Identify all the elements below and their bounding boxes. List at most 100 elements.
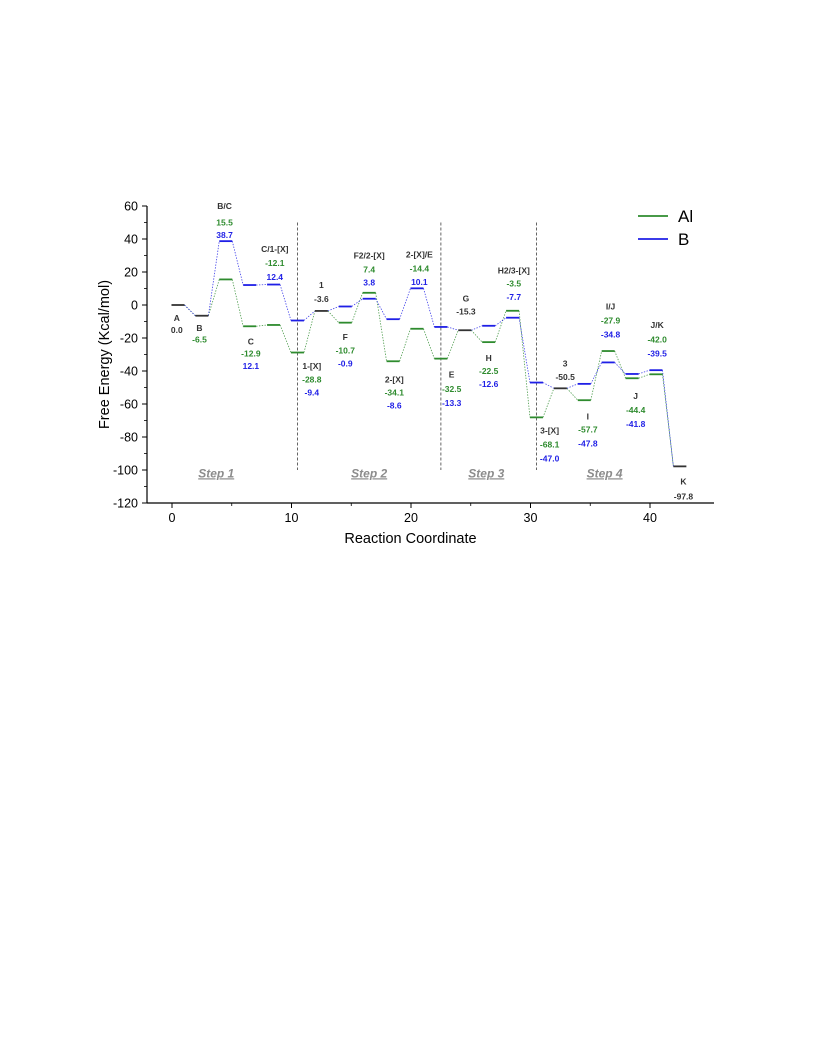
level-label: C/1-[X] — [261, 244, 289, 254]
connector-al — [184, 304, 196, 317]
y-tick-label: 60 — [124, 200, 138, 214]
level-label: F2/2-[X] — [354, 251, 385, 261]
connector-al — [256, 324, 268, 327]
level-label: -12.1 — [265, 258, 285, 268]
level-label: 10.1 — [411, 277, 428, 287]
legend-label-al: Al — [678, 207, 693, 226]
connector-b — [375, 298, 387, 320]
connector-b — [447, 326, 459, 331]
connector-b — [303, 310, 316, 321]
level-annotations: A 0.0 B -6.5 B/C 15.5 38.7 C/1-[X] -12.1 12.4 C -12… — [171, 201, 694, 501]
level-label: -97.8 — [674, 491, 694, 501]
level-label: -32.5 — [442, 384, 462, 394]
level-label: B/C — [217, 201, 232, 211]
level-label: -34.8 — [601, 330, 621, 340]
energy-levels — [171, 240, 687, 468]
level-label: 3 — [563, 359, 568, 369]
y-tick-label: -80 — [120, 431, 138, 445]
x-tick-label: 0 — [169, 511, 176, 525]
level-label: -27.9 — [601, 316, 621, 326]
y-tick-label: -40 — [120, 365, 138, 379]
axes: 60 40 20 0 -20 -40 -60 -80 -100 -120 0 10 20 30 40 — [113, 200, 714, 525]
level-label: 2-[X] — [385, 374, 404, 384]
connector-al — [447, 330, 459, 359]
level-label: 7.4 — [363, 265, 375, 275]
level-label: A — [174, 313, 180, 323]
connector-al — [590, 350, 603, 401]
y-tick-label: 0 — [131, 299, 138, 313]
level-label: F — [343, 332, 348, 342]
level-label: -50.5 — [555, 372, 575, 382]
connector-b — [471, 325, 483, 331]
connector-b — [638, 369, 650, 375]
level-label: J — [633, 391, 638, 401]
connector-al — [638, 373, 650, 379]
level-label: -3.6 — [314, 294, 329, 304]
level-label: 3-[X] — [540, 425, 559, 435]
level-label: -22.5 — [479, 366, 499, 376]
y-tick-label: -100 — [113, 464, 138, 478]
level-label: -0.9 — [338, 359, 353, 369]
level-label: -28.8 — [302, 374, 322, 384]
connector-al — [542, 388, 555, 418]
step-label-3: Step 3 — [468, 466, 504, 480]
level-label: -7.7 — [506, 292, 521, 302]
step-label-2: Step 2 — [351, 466, 387, 480]
level-label: 2-[X]/E — [406, 250, 433, 260]
connector-b — [184, 304, 196, 317]
level-label: G — [463, 293, 470, 303]
level-label: J/K — [651, 320, 665, 330]
level-label: I/J — [606, 302, 616, 312]
level-label: -6.5 — [192, 335, 207, 345]
y-tick-label: 20 — [124, 266, 138, 280]
connector-al — [279, 324, 292, 353]
connector-al — [231, 279, 244, 327]
connector-al — [375, 292, 387, 362]
level-label: -44.4 — [626, 405, 646, 415]
connector-al — [494, 310, 507, 343]
connector-al — [614, 350, 626, 379]
y-tick-label: 40 — [124, 233, 138, 247]
connector-b — [399, 288, 411, 320]
connector-b — [494, 317, 507, 327]
y-tick-label: -20 — [120, 332, 138, 346]
level-label: -42.0 — [647, 335, 667, 345]
step-label-1: Step 1 — [198, 466, 234, 480]
level-label: H2/3-[X] — [498, 265, 530, 275]
level-label: 1 — [319, 280, 324, 290]
level-label: -68.1 — [540, 439, 560, 449]
x-tick-label: 20 — [404, 511, 418, 525]
connector-al — [566, 388, 579, 401]
level-label: -9.4 — [304, 387, 319, 397]
level-label: -15.3 — [456, 307, 476, 317]
level-label: E — [449, 369, 455, 379]
level-label: -47.0 — [540, 453, 560, 463]
x-tick-label: 40 — [643, 511, 657, 525]
y-axis-title: Free Energy (Kcal/mol) — [97, 280, 113, 429]
level-label: -12.9 — [241, 349, 261, 359]
level-label: -12.6 — [479, 379, 499, 389]
level-label: C — [248, 336, 254, 346]
connector-b — [351, 298, 363, 307]
level-label: -3.5 — [506, 279, 521, 289]
y-tick-label: -60 — [120, 398, 138, 412]
level-label: 12.4 — [266, 272, 283, 282]
step-label-4: Step 4 — [587, 466, 623, 480]
legend-label-b: B — [678, 230, 689, 249]
level-label: -14.4 — [410, 264, 430, 274]
connector-b — [423, 288, 435, 328]
connector-b — [590, 362, 603, 385]
level-label: -39.5 — [647, 349, 667, 359]
level-label: 12.1 — [243, 361, 260, 371]
level-label: 3.8 — [363, 278, 375, 288]
level-label: B — [196, 323, 202, 333]
level-label: -34.1 — [385, 387, 405, 397]
connector-b — [279, 284, 292, 321]
connector-al — [303, 310, 316, 353]
connector-al — [423, 328, 435, 359]
level-label: -41.8 — [626, 419, 646, 429]
level-label: 1-[X] — [302, 361, 321, 371]
connector-al — [470, 329, 483, 343]
connector-al — [327, 310, 340, 323]
